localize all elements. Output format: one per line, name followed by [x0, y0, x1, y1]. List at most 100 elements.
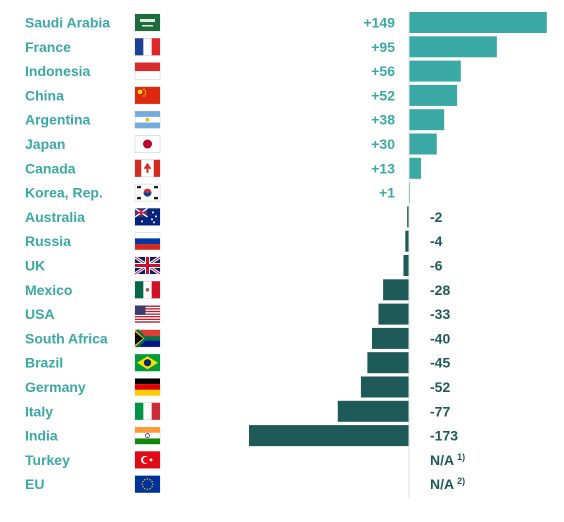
category-label: India [25, 428, 58, 444]
bar [337, 400, 409, 422]
flag-italy-icon [134, 402, 161, 421]
flag-russia-icon [134, 232, 161, 250]
bar [405, 230, 409, 252]
chart-row: UK -6 [25, 255, 443, 276]
flag-south-korea-icon [134, 183, 161, 202]
flag-argentina-icon [134, 110, 161, 129]
chart-row: Japan +30 [25, 133, 437, 155]
footnote-mark: 1) [457, 452, 465, 462]
bar [409, 12, 547, 33]
flag-saudi-arabia-icon [134, 13, 161, 32]
category-label: Japan [25, 136, 65, 152]
flag-mexico-icon [134, 281, 161, 299]
chart-row: Germany -52 [25, 376, 450, 398]
data-label: -40 [430, 330, 450, 346]
data-label: +13 [371, 160, 395, 176]
flag-japan-icon [134, 135, 161, 153]
chart-row: France +95 [25, 36, 497, 58]
data-label: +52 [371, 87, 395, 103]
bar [409, 133, 437, 155]
category-label: Mexico [25, 282, 72, 298]
flag-france-icon [134, 38, 161, 56]
flag-india-icon [134, 426, 161, 445]
data-label: -28 [430, 282, 450, 298]
chart-row: Indonesia +56 [25, 60, 461, 82]
category-label: Australia [25, 209, 85, 225]
bar [383, 279, 409, 301]
chart-row: Korea, Rep. +1 [25, 182, 410, 204]
category-label: Canada [25, 160, 76, 176]
flag-uk-icon [134, 255, 161, 276]
flag-brazil-icon [134, 353, 161, 372]
data-label: N/A 2) [430, 476, 465, 492]
category-label: UK [25, 258, 45, 274]
data-label: +149 [363, 15, 395, 31]
data-label: -52 [430, 379, 450, 395]
flag-usa-icon [134, 305, 161, 323]
flag-turkey-icon [134, 451, 161, 469]
flag-canada-icon [134, 159, 161, 178]
data-label: -45 [430, 355, 450, 371]
category-label: Argentina [25, 112, 91, 128]
data-label: -173 [430, 428, 458, 444]
bar [249, 425, 409, 447]
data-label: +95 [371, 39, 395, 55]
category-label: France [25, 39, 71, 55]
category-label: Brazil [25, 355, 63, 371]
chart-row: India -173 [25, 425, 458, 447]
footnote-mark: 2) [457, 476, 465, 486]
data-label: -2 [430, 209, 443, 225]
chart-row: EU N/A 2) [25, 475, 465, 493]
flag-australia-icon [134, 207, 161, 226]
bar [407, 206, 409, 228]
bar [409, 109, 445, 131]
category-label: Saudi Arabia [25, 15, 110, 31]
category-label: Russia [25, 233, 71, 249]
data-label: -33 [430, 306, 450, 322]
category-label: South Africa [25, 330, 108, 346]
bar [360, 376, 409, 398]
flag-indonesia-icon [134, 62, 161, 80]
bar [409, 157, 422, 179]
chart-row: USA -33 [25, 303, 450, 325]
bar [409, 60, 461, 82]
data-label: N/A 1) [430, 452, 465, 468]
bar [372, 327, 409, 349]
category-label: Turkey [25, 452, 70, 468]
chart-row: Mexico -28 [25, 279, 450, 301]
data-label: +1 [379, 185, 395, 201]
chart-row: Australia -2 [25, 206, 443, 228]
data-label: +30 [371, 136, 395, 152]
category-label: Indonesia [25, 63, 91, 79]
bar [367, 352, 409, 374]
flag-germany-icon [134, 378, 161, 396]
bar [403, 255, 409, 276]
chart-row: China +52 [25, 84, 458, 106]
flag-eu-icon [134, 475, 161, 493]
bar [409, 84, 458, 106]
category-label: China [25, 87, 64, 103]
data-label: -6 [430, 258, 443, 274]
flag-south-africa-icon [134, 328, 161, 348]
chart-row: Argentina +38 [25, 109, 445, 131]
chart-row: Canada +13 [25, 157, 422, 179]
chart-row: Turkey N/A 1) [25, 451, 465, 469]
category-label: USA [25, 306, 55, 322]
data-label: -4 [430, 233, 443, 249]
chart-row: South Africa -40 [25, 327, 450, 349]
chart-row: Brazil -45 [25, 352, 450, 374]
category-label: EU [25, 476, 44, 492]
chart-row: Saudi Arabia +149 [25, 12, 547, 33]
flag-china-icon [134, 86, 161, 105]
chart-row: Russia -4 [25, 230, 443, 252]
category-label: Italy [25, 403, 53, 419]
data-label: +38 [371, 112, 395, 128]
category-label: Korea, Rep. [25, 185, 103, 201]
data-label: -77 [430, 403, 450, 419]
data-label: +56 [371, 63, 395, 79]
bar [409, 36, 497, 58]
category-label: Germany [25, 379, 86, 395]
chart-row: Italy -77 [25, 400, 450, 422]
bar [378, 303, 409, 325]
